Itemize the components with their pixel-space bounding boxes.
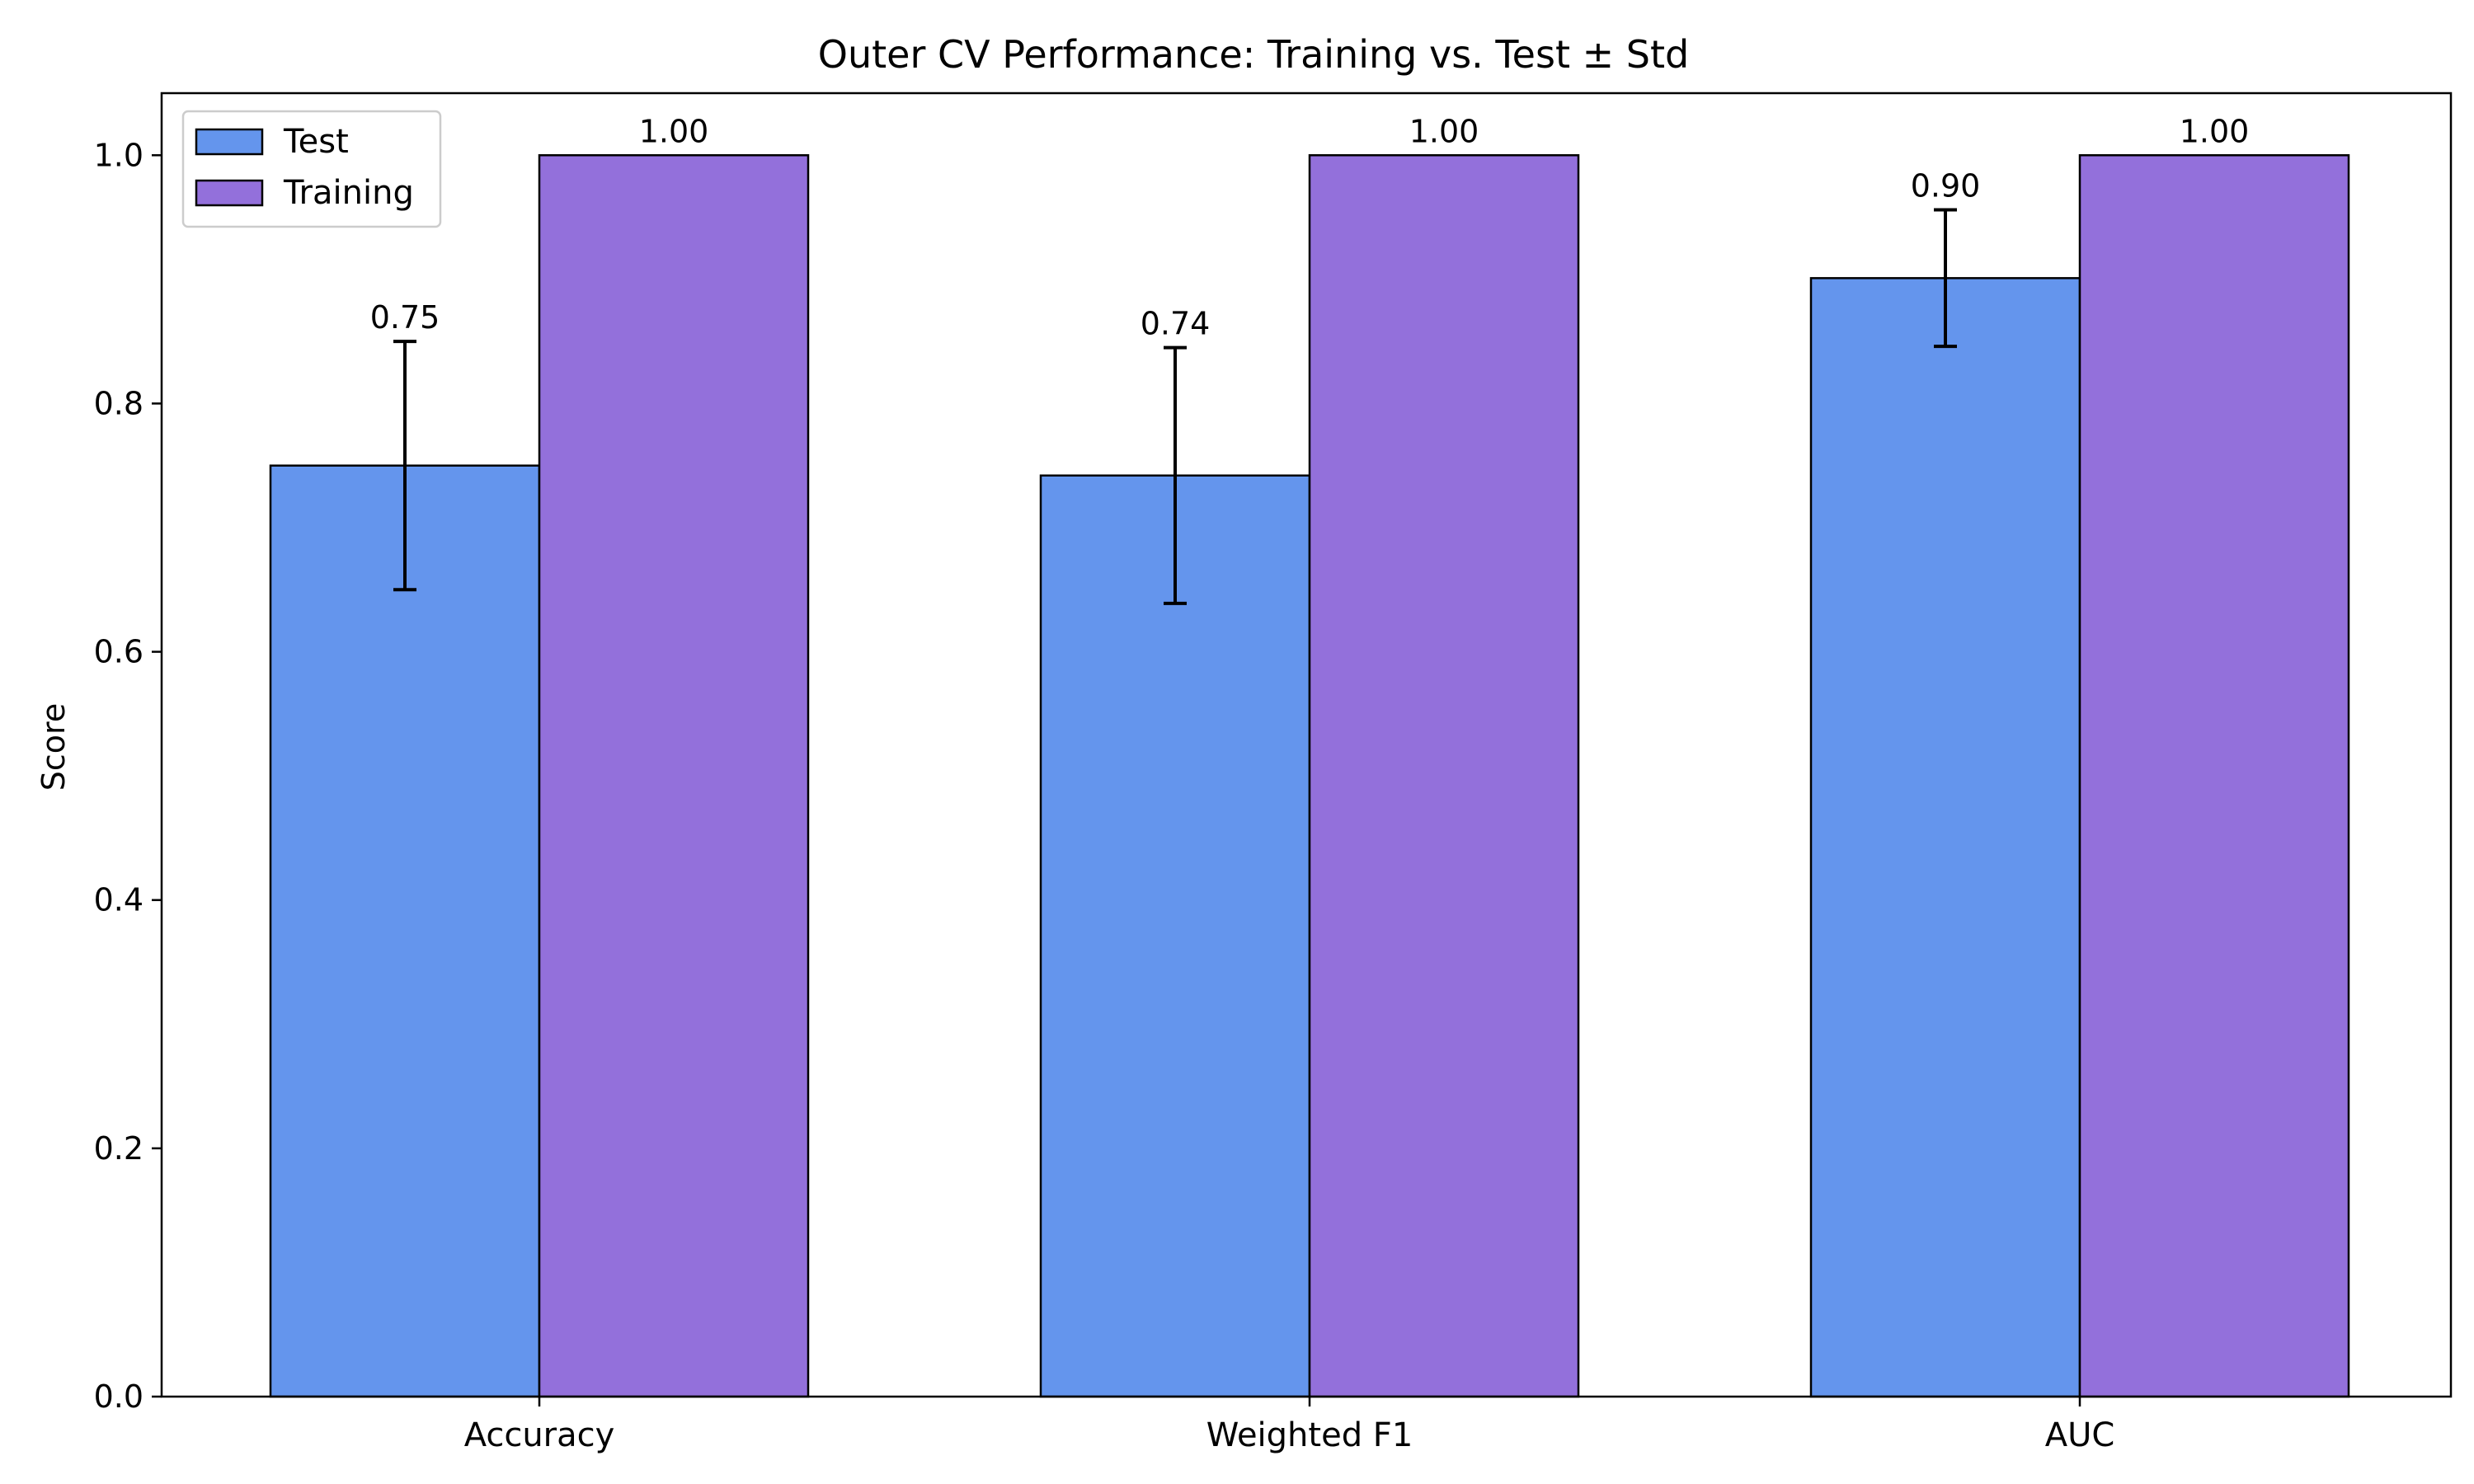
plot-frame [160,92,2453,1398]
legend-swatch [195,179,264,207]
data-label: 0.90 [1911,168,1981,204]
data-label: 1.00 [1409,113,1479,149]
legend-label: Test [283,123,349,161]
x-tick-label: Weighted F1 [1206,1416,1413,1454]
y-tick-label: 1.0 [94,137,143,173]
data-label: 0.74 [1141,306,1211,342]
y-tick-label: 0.2 [94,1130,143,1167]
y-tick-label: 0.4 [94,882,143,918]
x-tick-label: AUC [2045,1416,2115,1454]
data-label: 1.00 [2180,113,2250,149]
bar-training-0 [538,154,810,1398]
bar-test-2 [1809,277,2081,1398]
bar-training-1 [1308,154,1580,1398]
chart-title: Outer CV Performance: Training vs. Test … [818,32,1689,77]
x-tick-label: Accuracy [464,1416,615,1454]
bar-test-1 [1039,474,1311,1398]
plot-area: 0.75 0.74 0.90 1.00 1.00 1.00 0.0 0.2 0.4 0.6 0.8 1… [94,92,2453,1454]
bar-test-0 [269,464,541,1398]
legend-label: Training [283,174,414,212]
y-axis-label: Score [35,703,72,791]
bar-training-2 [2078,154,2350,1398]
y-tick-label: 0.8 [94,385,143,421]
legend-swatch [195,128,264,156]
data-label: 1.00 [639,113,709,149]
legend: Test Training [181,110,442,228]
y-tick-label: 0.0 [94,1378,143,1415]
y-tick-label: 0.6 [94,634,143,670]
data-label: 0.75 [370,299,440,336]
